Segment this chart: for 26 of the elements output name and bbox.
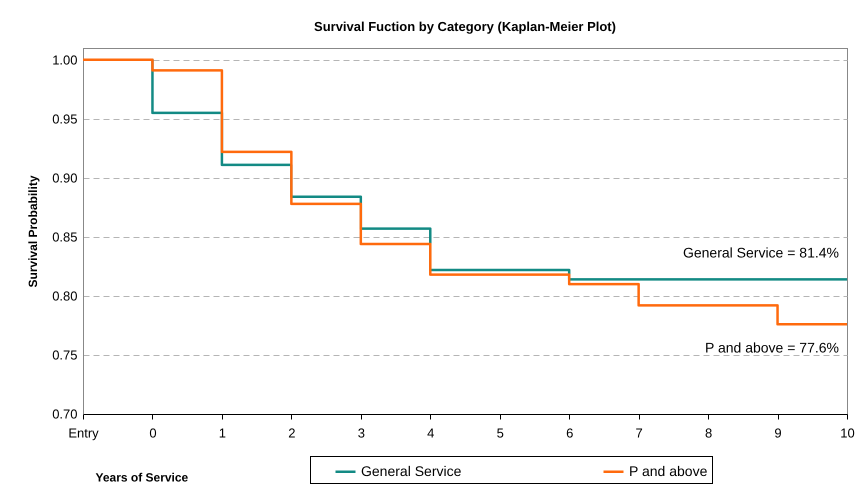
x-tick-label: 1 [218,426,226,440]
y-tick-label: 0.80 [52,288,78,304]
x-tick-label: 7 [636,426,643,440]
annotation: General Service = 81.4% [682,244,839,260]
x-tick-label: Entry [68,426,100,440]
x-tick-label: 5 [496,426,504,440]
y-tick-label: 0.70 [52,406,78,422]
x-tick-label: 3 [358,426,365,440]
x-tick-label: 4 [427,426,434,440]
legend-label: P and above [629,462,708,479]
y-axis-title: Survival Probability [26,175,40,288]
y-tick-label: 0.90 [52,170,78,186]
x-tick-label: 2 [288,426,296,440]
x-tick-label: 8 [704,426,712,440]
x-tick-label: 0 [149,426,157,440]
x-axis-title: Years of Service [96,470,189,484]
legend-label: General Service [361,462,462,479]
x-tick-label: 10 [840,426,855,440]
chart-title: Survival Fuction by Category (Kaplan-Meier Plot) [314,19,616,34]
y-tick-label: 0.85 [52,229,78,244]
x-tick-label: 6 [566,426,574,440]
x-tick-label: 9 [774,426,782,440]
y-tick-label: 0.75 [52,347,78,362]
y-tick-label: 1.00 [52,52,78,68]
annotation: P and above = 77.6% [704,339,839,356]
y-tick-label: 0.95 [52,111,78,126]
